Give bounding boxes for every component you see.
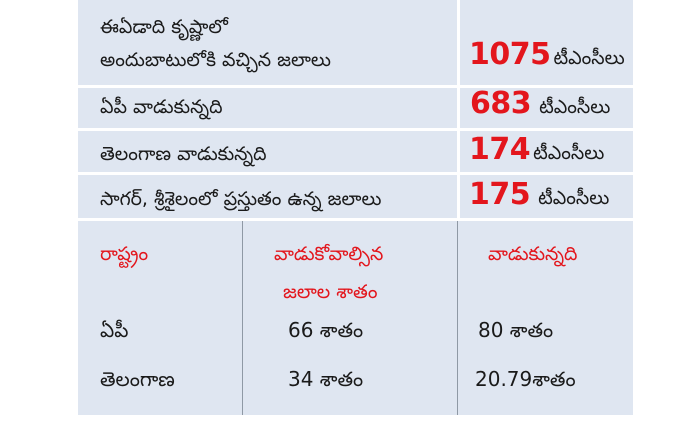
share-row-2-state: తెలంగాణ <box>100 367 175 391</box>
summary-row-2-value: 683 టీఎంసీలు <box>470 86 611 121</box>
share-row-1-entitled: 66 శాతం <box>288 318 364 342</box>
summary-row-2-label: ఏపీ వాడుకున్నది <box>100 96 223 118</box>
summary-row-3-number: 174 <box>469 132 531 167</box>
row-divider <box>78 85 633 88</box>
summary-row-1-number: 1075 <box>469 37 551 72</box>
row-divider <box>78 172 633 175</box>
share-row-1-state: ఏపీ <box>100 318 129 342</box>
header-used: వాడుకున్నది <box>488 243 578 265</box>
summary-row-3-label: తెలంగాణ వాడుకున్నది <box>100 143 267 165</box>
summary-row-4-label: సాగర్, శ్రీశైలంలో ప్రస్తుతం ఉన్న జలాలు <box>100 188 382 210</box>
summary-row-2-number: 683 <box>470 86 532 121</box>
header-state: రాష్ట్రం <box>100 243 149 265</box>
summary-row-1-value: 1075 టీఎంసీలు <box>469 37 625 72</box>
summary-row-4-value: 175 టీఎంసీలు <box>469 177 610 212</box>
summary-row-2-unit: టీఎంసీలు <box>539 96 611 118</box>
summary-row-4-number: 175 <box>469 177 531 212</box>
summary-row-4-unit: టీఎంసీలు <box>538 187 610 209</box>
share-column-divider-2 <box>457 221 458 415</box>
header-entitled-line2: జలాల శాతం <box>283 281 378 303</box>
header-entitled-line1: వాడుకోవాల్సిన <box>274 243 384 265</box>
share-row-2-used: 20.79శాతం <box>475 367 576 391</box>
krishna-water-table: ఈఏడాది కృష్ణాలో అందుబాటులోకి వచ్చిన జలాల… <box>78 0 633 415</box>
summary-row-3-value: 174 టీఎంసీలు <box>469 132 605 167</box>
share-row-2-entitled: 34 శాతం <box>288 367 364 391</box>
summary-row-3-unit: టీఎంసీలు <box>533 142 605 164</box>
share-row-1-used: 80 శాతం <box>478 318 554 342</box>
summary-row-1-label-line1: ఈఏడాది కృష్ణాలో <box>100 16 228 38</box>
summary-column-divider <box>457 0 460 220</box>
summary-row-1-label-line2: అందుబాటులోకి వచ్చిన జలాలు <box>100 49 331 71</box>
row-divider <box>78 218 633 221</box>
summary-row-1-unit: టీఎంసీలు <box>553 47 625 69</box>
share-column-divider-1 <box>242 221 243 415</box>
row-divider <box>78 128 633 131</box>
